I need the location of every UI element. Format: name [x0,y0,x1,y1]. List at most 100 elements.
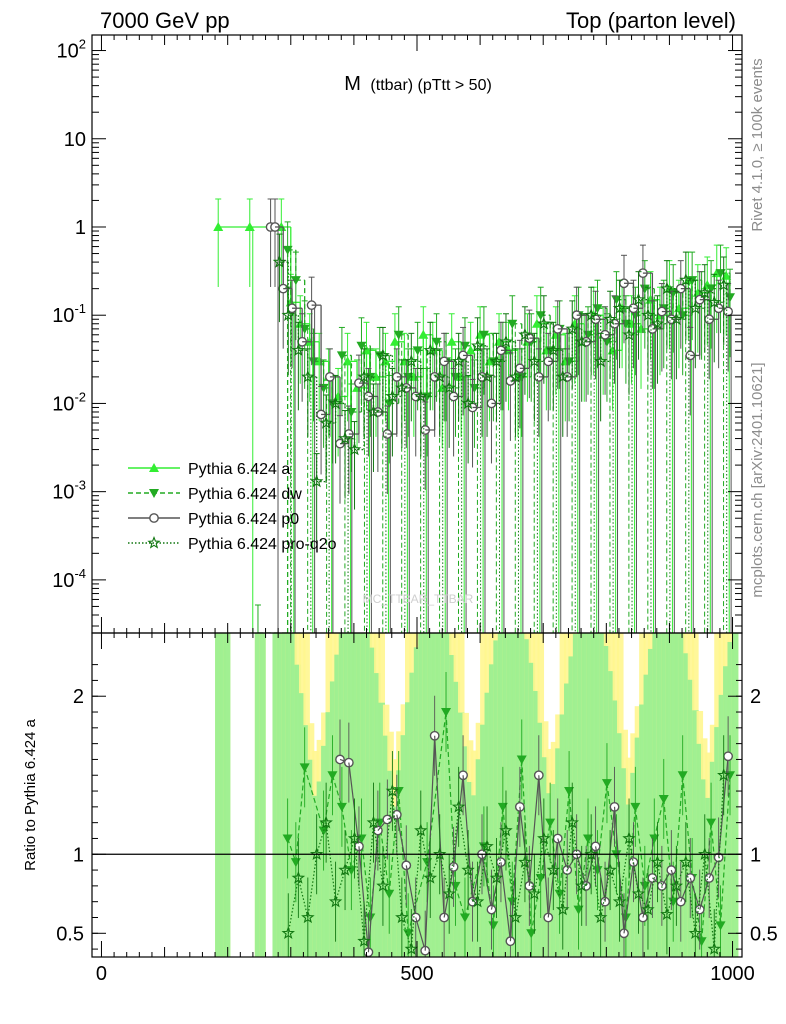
ratio-line [590,854,602,918]
green-band [458,712,465,957]
green-band [391,806,399,957]
data-point [660,281,674,295]
green-band [692,710,699,957]
green-band [497,633,505,957]
green-band [687,679,695,957]
data-point [461,396,475,410]
ratio-line [410,830,422,950]
green-band [665,633,673,957]
data-point [669,312,684,326]
ratio-line [509,806,521,942]
data-point [404,354,419,368]
data-point [723,306,734,317]
green-band [617,733,624,957]
green-band [480,724,487,957]
ratio-line [623,862,635,934]
ratio-point [688,926,702,939]
green-band [413,647,421,957]
green-band [586,633,593,957]
green-band [493,640,500,957]
ratio-point [338,863,352,876]
green-band [723,666,730,957]
ratio-line [540,822,551,879]
ratio-point [565,815,580,829]
green-band [599,633,606,957]
green-band [581,633,589,957]
green-band [418,633,425,957]
green-band [647,648,655,957]
data-point [338,431,352,445]
green-band [568,656,575,957]
ratio-point [319,815,333,829]
data-point [575,334,589,348]
ratio-point [433,847,447,860]
green-band [435,633,443,957]
ratio-y-tick-label-right: 0.5 [750,923,778,945]
green-band [590,633,598,957]
data-point [272,255,287,268]
ratio-point [575,878,589,892]
green-band [541,757,549,957]
series-3 [272,233,731,633]
green-band [400,735,408,957]
ratio-ylabel: Ratio to Pythia 6.424 a [22,718,39,870]
ratio-point [612,894,627,908]
legend-label: Pythia 6.424 a [188,461,290,478]
green-band [276,633,284,957]
ratio-point [555,902,570,916]
green-band [298,693,306,957]
data-point [508,369,523,383]
data-point [395,380,409,394]
green-band [303,725,310,957]
data-point [433,369,447,383]
chart-title-sub: (ttbar) (pTtt > 50) [370,77,491,94]
ratio-line [476,846,488,902]
green-band [356,633,363,957]
green-band [506,633,514,957]
data-point [584,308,598,321]
green-band [700,779,708,957]
green-band [307,759,315,957]
ratio-line [596,783,608,871]
ratio-y-tick-label-right: 1 [750,844,761,866]
ratio-line [341,806,352,871]
green-band [347,633,355,957]
ratio-point [715,921,726,931]
rivet-label: Rivet 4.1.0, ≥ 100k events [749,58,766,231]
green-band [223,633,231,957]
ratio-line [363,822,375,942]
ratio-point [382,814,393,825]
data-point [423,343,438,357]
green-band [639,704,646,957]
green-band [471,795,478,957]
green-band [643,674,651,957]
green-band [634,737,642,957]
green-band [325,712,332,957]
series-2 [265,198,734,633]
ratio-line [379,822,390,894]
green-band [683,653,690,957]
ratio-point [384,889,395,899]
green-band [674,633,681,957]
ratio-point [291,870,306,884]
ratio-point [395,910,409,924]
ratio-point [451,799,466,813]
ratio-point [461,863,475,876]
y-tick-exponent: -3 [74,478,86,493]
ratio-line [325,822,337,902]
data-point [527,354,542,368]
ratio-point [385,783,400,797]
green-band [462,746,469,957]
ratio-point [404,942,419,955]
ratio-line [358,846,370,953]
ratio-panel-marks [281,672,736,957]
green-band [272,633,279,957]
data-point [697,285,712,299]
green-band [696,743,704,957]
green-band [409,672,416,957]
green-band [259,633,266,957]
ratio-line [307,854,318,918]
green-band [334,654,341,957]
data-point [499,334,513,348]
green-band [387,770,394,957]
